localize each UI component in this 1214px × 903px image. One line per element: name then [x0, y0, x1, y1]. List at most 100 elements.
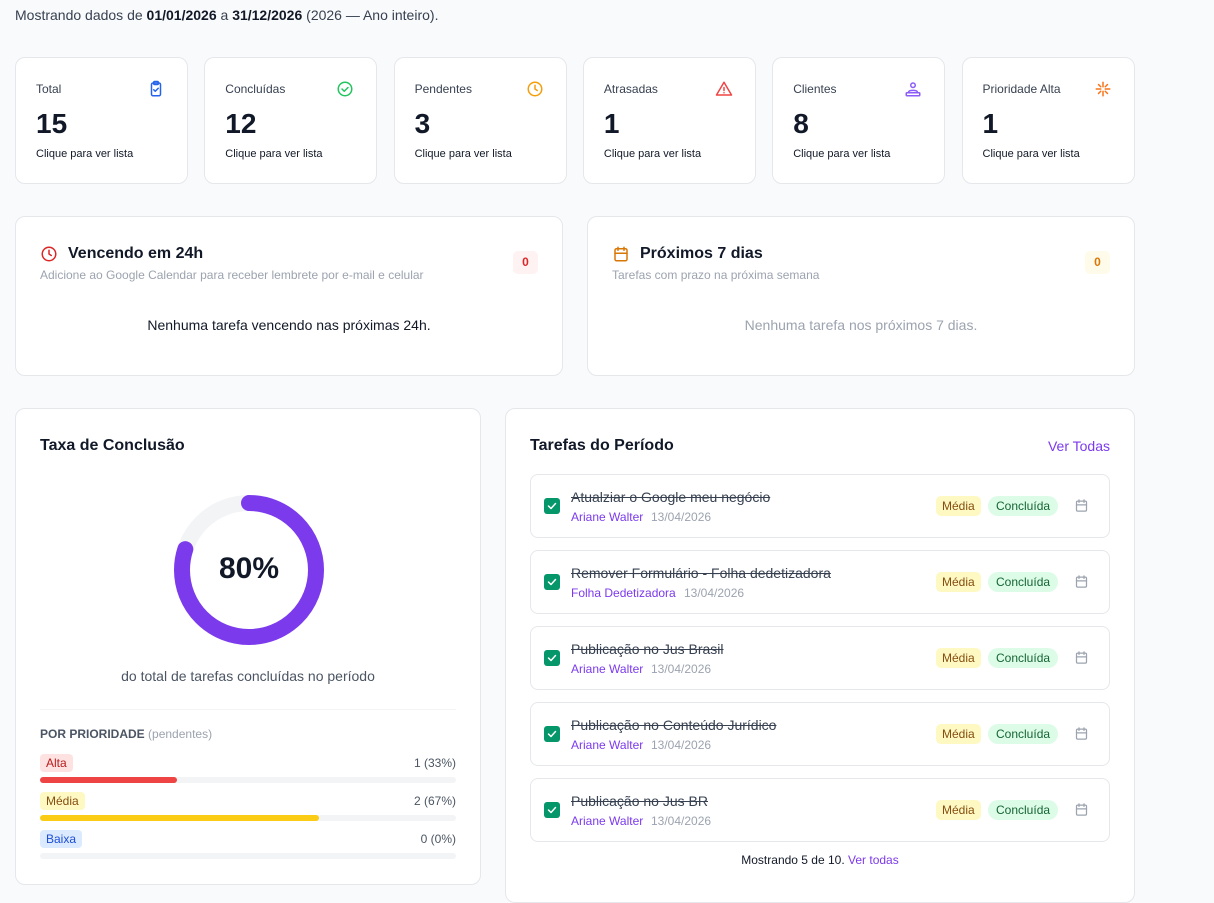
task-title: Publicação no Conteúdo Jurídico — [571, 717, 777, 733]
task-title: Publicação no Jus BR — [571, 793, 708, 809]
status-badge: Concluída — [988, 648, 1059, 668]
card-subtitle: Tarefas com prazo na próxima semana — [612, 268, 820, 282]
icon — [547, 730, 557, 738]
task-row[interactable]: Publicação no Jus BR Ariane Walter 13/04/2… — [530, 778, 1110, 842]
header-prefix: Mostrando dados de — [15, 7, 143, 23]
stat-card[interactable]: Clientes 8 Clique para ver lista — [772, 57, 946, 184]
donut-arc — [174, 495, 324, 645]
donut-caption: do total de tarefas concluídas no períod… — [121, 668, 375, 684]
icon — [905, 82, 921, 97]
status-badge: Concluída — [988, 724, 1059, 744]
priority-bar — [40, 777, 178, 783]
stat-label: Clientes — [793, 82, 837, 96]
footer-link[interactable]: Ver todas — [848, 853, 899, 867]
stat-label: Prioridade Alta — [982, 82, 1061, 96]
view-all-link[interactable]: Ver Todas — [1047, 438, 1110, 454]
stat-card[interactable]: Prioridade Alta 1 Clique para ver lista — [961, 57, 1135, 184]
task-client: Ariane Walter — [571, 738, 644, 752]
stat-label: Pendentes — [414, 82, 472, 96]
stat-hint: Clique para ver lista — [793, 148, 891, 160]
tasks-card: Tarefas do Período Ver Todas Atualziar o G… — [505, 408, 1135, 903]
empty-message: Nenhuma tarefa nos próximos 7 dias. — [744, 317, 978, 333]
stat-card[interactable]: Concluídas 12 Clique para ver lista — [204, 57, 378, 184]
donut — [174, 495, 324, 645]
task-client: Folha Dedetizadora — [571, 586, 676, 600]
priority-bar — [40, 815, 319, 821]
stat-card[interactable]: Atrasadas 1 Clique para ver lista — [582, 57, 756, 184]
stat-card[interactable]: Total 15 Clique para ver lista — [15, 57, 188, 184]
priority-badge: Baixa — [40, 830, 83, 848]
task-client: Ariane Walter — [571, 814, 644, 828]
stat-value: 12 — [225, 108, 257, 139]
icon — [1075, 651, 1088, 664]
stat-value: 1 — [982, 108, 999, 139]
count-badge: 0 — [513, 251, 538, 274]
upcoming-card: Próximos 7 dias Tarefas com prazo na próx… — [587, 216, 1135, 376]
stat-hint: Clique para ver lista — [414, 148, 512, 160]
status-badge: Concluída — [988, 572, 1059, 592]
icon — [41, 246, 57, 262]
icon — [1075, 803, 1088, 816]
task-checkbox[interactable] — [544, 726, 560, 742]
completion-card: Taxa de Conclusão 80% do total de tarefas … — [15, 408, 481, 885]
task-checkbox[interactable] — [544, 574, 560, 590]
count-badge: 0 — [1085, 251, 1110, 274]
priority-heading: POR PRIORIDADE (pendentes) — [40, 727, 212, 741]
header-start: 01/01/2026 — [146, 7, 217, 23]
stat-card[interactable]: Pendentes 3 Clique para ver lista — [393, 57, 567, 184]
card-subtitle: Adicione ao Google Calendar para receber… — [40, 268, 424, 282]
header-suffix: (2026 — Ano inteiro). — [306, 7, 439, 23]
stat-value: 8 — [793, 108, 809, 139]
icon — [614, 246, 628, 262]
icon — [1095, 81, 1110, 97]
footer-text: Mostrando 5 de 10. — [741, 853, 845, 867]
stat-label: Atrasadas — [603, 82, 658, 96]
task-date: 13/04/2026 — [651, 510, 712, 524]
tasks-footer: Mostrando 5 de 10. Ver todas — [506, 853, 1134, 867]
divider — [40, 709, 456, 710]
priority-badge: Alta — [40, 754, 73, 772]
icon — [150, 80, 162, 97]
icon — [1075, 575, 1088, 588]
priority-badge: Média — [936, 724, 981, 744]
card-title: Vencendo em 24h — [68, 245, 204, 262]
task-row[interactable]: Publicação no Jus Brasil Ariane Walter 13/… — [530, 626, 1110, 690]
task-title: Remover Formulário - Folha dedetizadora — [571, 565, 831, 581]
task-row[interactable]: Publicação no Conteúdo Jurídico Ariane Wa… — [530, 702, 1110, 766]
donut-label: 80% — [218, 552, 280, 585]
icon — [547, 806, 557, 814]
stat-label: Total — [36, 82, 62, 96]
task-checkbox[interactable] — [544, 498, 560, 514]
task-date: 13/04/2026 — [651, 662, 712, 676]
header: Mostrando dados de 01/01/2026 a 31/12/20… — [15, 7, 438, 23]
task-row[interactable]: Atualziar o Google meu negócio Ariane Wal… — [530, 474, 1110, 538]
icon — [1075, 727, 1088, 740]
priority-track — [40, 853, 456, 859]
stat-hint: Clique para ver lista — [36, 148, 134, 160]
stat-value: 15 — [36, 108, 68, 139]
stat-value: 3 — [414, 108, 431, 139]
task-date: 13/04/2026 — [684, 586, 745, 600]
empty-message: Nenhuma tarefa vencendo nas próximas 24h… — [147, 317, 431, 333]
task-checkbox[interactable] — [544, 802, 560, 818]
task-checkbox[interactable] — [544, 650, 560, 666]
task-row[interactable]: Remover Formulário - Folha dedetizadora F… — [530, 550, 1110, 614]
icon — [547, 502, 557, 510]
stat-value: 1 — [603, 108, 620, 139]
stat-hint: Clique para ver lista — [225, 148, 323, 160]
priority-badge: Média — [936, 800, 981, 820]
icon — [547, 578, 557, 586]
task-client: Ariane Walter — [571, 510, 644, 524]
card-title: Taxa de Conclusão — [40, 437, 185, 454]
priority-title: POR PRIORIDADE — [40, 727, 145, 741]
icon — [1075, 499, 1088, 512]
stat-label: Concluídas — [225, 82, 286, 96]
card-title: Próximos 7 dias — [640, 245, 763, 262]
card-title: Tarefas do Período — [530, 437, 674, 454]
priority-badge: Média — [936, 496, 981, 516]
priority-badge: Média — [936, 572, 981, 592]
priority-count: 2 (67%) — [413, 794, 456, 808]
icon — [715, 81, 733, 96]
task-title: Atualziar o Google meu negócio — [571, 489, 771, 505]
